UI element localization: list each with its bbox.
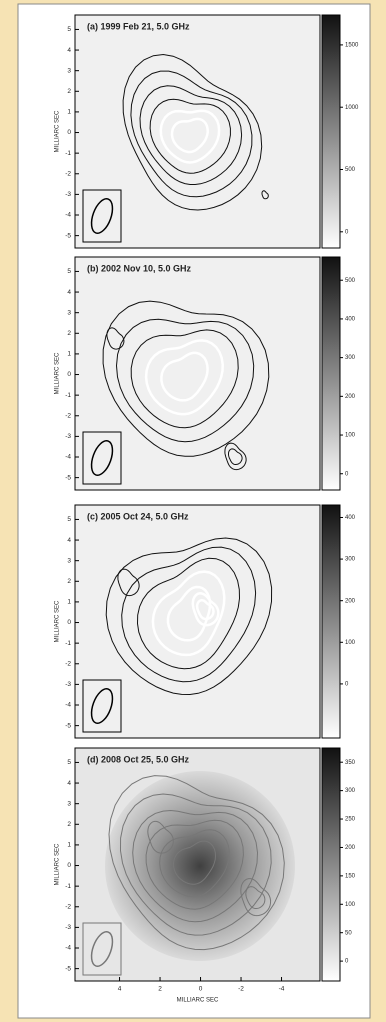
panel-title: (b) 2002 Nov 10, 5.0 GHz	[87, 263, 192, 273]
y-tick-label: 3	[67, 557, 71, 564]
y-tick-label: 5	[67, 759, 71, 766]
colorbar-tick-label: 1500	[345, 42, 359, 48]
colorbar-tick-label: 200	[345, 394, 356, 400]
y-tick-label: 0	[67, 371, 71, 378]
y-tick-label: -4	[65, 212, 71, 219]
y-tick-label: 5	[67, 516, 71, 523]
y-tick-label: -5	[65, 232, 71, 239]
y-tick-label: 2	[67, 821, 71, 828]
colorbar	[322, 15, 340, 248]
colorbar	[322, 257, 340, 490]
y-tick-label: -1	[65, 883, 71, 890]
y-tick-label: -3	[65, 191, 71, 198]
y-tick-label: 4	[67, 780, 71, 787]
y-axis-label: MILLIARC SEC	[55, 352, 61, 394]
y-tick-label: -2	[65, 412, 71, 419]
x-tick-label: 4	[118, 986, 122, 993]
panel: (c) 2005 Oct 24, 5.0 GHz 5 4 3 2 1 0 -1 -2 -3 -4 -5…	[55, 505, 356, 738]
x-tick-label: -4	[279, 986, 285, 993]
colorbar-tick-label: 100	[345, 640, 356, 646]
y-tick-label: -3	[65, 924, 71, 931]
colorbar-tick-label: 300	[345, 788, 356, 794]
colorbar-tick-label: 300	[345, 557, 356, 563]
y-axis-label: MILLIARC SEC	[55, 110, 61, 152]
y-tick-label: 2	[67, 330, 71, 337]
panel-title: (a) 1999 Feb 21, 5.0 GHz	[87, 21, 190, 31]
y-tick-label: 2	[67, 88, 71, 95]
colorbar-tick-label: 200	[345, 845, 356, 851]
colorbar	[322, 505, 340, 738]
y-tick-label: -1	[65, 392, 71, 399]
colorbar-tick-label: 500	[345, 167, 356, 173]
y-tick-label: -5	[65, 474, 71, 481]
y-tick-label: -2	[65, 903, 71, 910]
y-tick-label: -4	[65, 454, 71, 461]
colorbar-tick-label: 1000	[345, 105, 359, 111]
y-tick-label: -1	[65, 640, 71, 647]
y-axis-label: MILLIARC SEC	[55, 600, 61, 642]
y-tick-label: 3	[67, 67, 71, 74]
y-tick-label: -5	[65, 965, 71, 972]
shading	[105, 771, 295, 961]
y-tick-label: 0	[67, 619, 71, 626]
figure: (a) 1999 Feb 21, 5.0 GHz 5 4 3 2 1 0 -1 -2 -3 -4 -5…	[0, 0, 386, 1022]
colorbar-tick-label: 400	[345, 317, 356, 323]
y-tick-label: -3	[65, 681, 71, 688]
y-tick-label: -4	[65, 702, 71, 709]
y-tick-label: 2	[67, 578, 71, 585]
colorbar	[322, 748, 340, 981]
y-tick-label: 1	[67, 599, 71, 606]
colorbar-tick-label: 250	[345, 817, 356, 823]
y-tick-label: 4	[67, 47, 71, 54]
y-tick-label: 0	[67, 862, 71, 869]
y-tick-label: -2	[65, 660, 71, 667]
y-tick-label: -2	[65, 170, 71, 177]
colorbar-tick-label: 200	[345, 598, 356, 604]
y-tick-label: 4	[67, 289, 71, 296]
colorbar-tick-label: 150	[345, 873, 356, 879]
colorbar-tick-label: 500	[345, 278, 356, 284]
y-tick-label: 4	[67, 537, 71, 544]
x-tick-label: 2	[158, 986, 162, 993]
y-tick-label: -3	[65, 433, 71, 440]
x-tick-label: -2	[238, 986, 244, 993]
y-tick-label: 3	[67, 800, 71, 807]
x-axis-label: MILLIARC SEC	[177, 998, 219, 1004]
panel: (d) 2008 Oct 25, 5.0 GHz 5 4 3 2 1 0 -1 -2 -3 -4 -5…	[55, 748, 356, 1004]
colorbar-tick-label: 100	[345, 902, 356, 908]
y-axis-label: MILLIARC SEC	[55, 843, 61, 885]
y-tick-label: 5	[67, 268, 71, 275]
x-tick-label: 0	[199, 986, 203, 993]
colorbar-tick-label: 100	[345, 433, 356, 439]
panel-title: (c) 2005 Oct 24, 5.0 GHz	[87, 511, 189, 521]
panel: (b) 2002 Nov 10, 5.0 GHz 5 4 3 2 1 0 -1 -2 -3 -4 -5…	[55, 257, 356, 490]
panel: (a) 1999 Feb 21, 5.0 GHz 5 4 3 2 1 0 -1 -2 -3 -4 -5…	[55, 15, 359, 248]
y-tick-label: 1	[67, 842, 71, 849]
y-tick-label: -5	[65, 722, 71, 729]
y-tick-label: 5	[67, 26, 71, 33]
y-tick-label: 0	[67, 129, 71, 136]
y-tick-label: 1	[67, 351, 71, 358]
y-tick-label: 1	[67, 109, 71, 116]
colorbar-tick-label: 350	[345, 760, 356, 766]
page: {"chart_data": [ {"type": "contour", "ti…	[0, 0, 386, 1022]
y-tick-label: 3	[67, 309, 71, 316]
y-tick-label: -4	[65, 945, 71, 952]
colorbar-tick-label: 300	[345, 355, 356, 361]
colorbar-tick-label: 50	[345, 930, 352, 936]
colorbar-tick-label: 400	[345, 515, 356, 521]
panel-title: (d) 2008 Oct 25, 5.0 GHz	[87, 754, 190, 764]
y-tick-label: -1	[65, 150, 71, 157]
